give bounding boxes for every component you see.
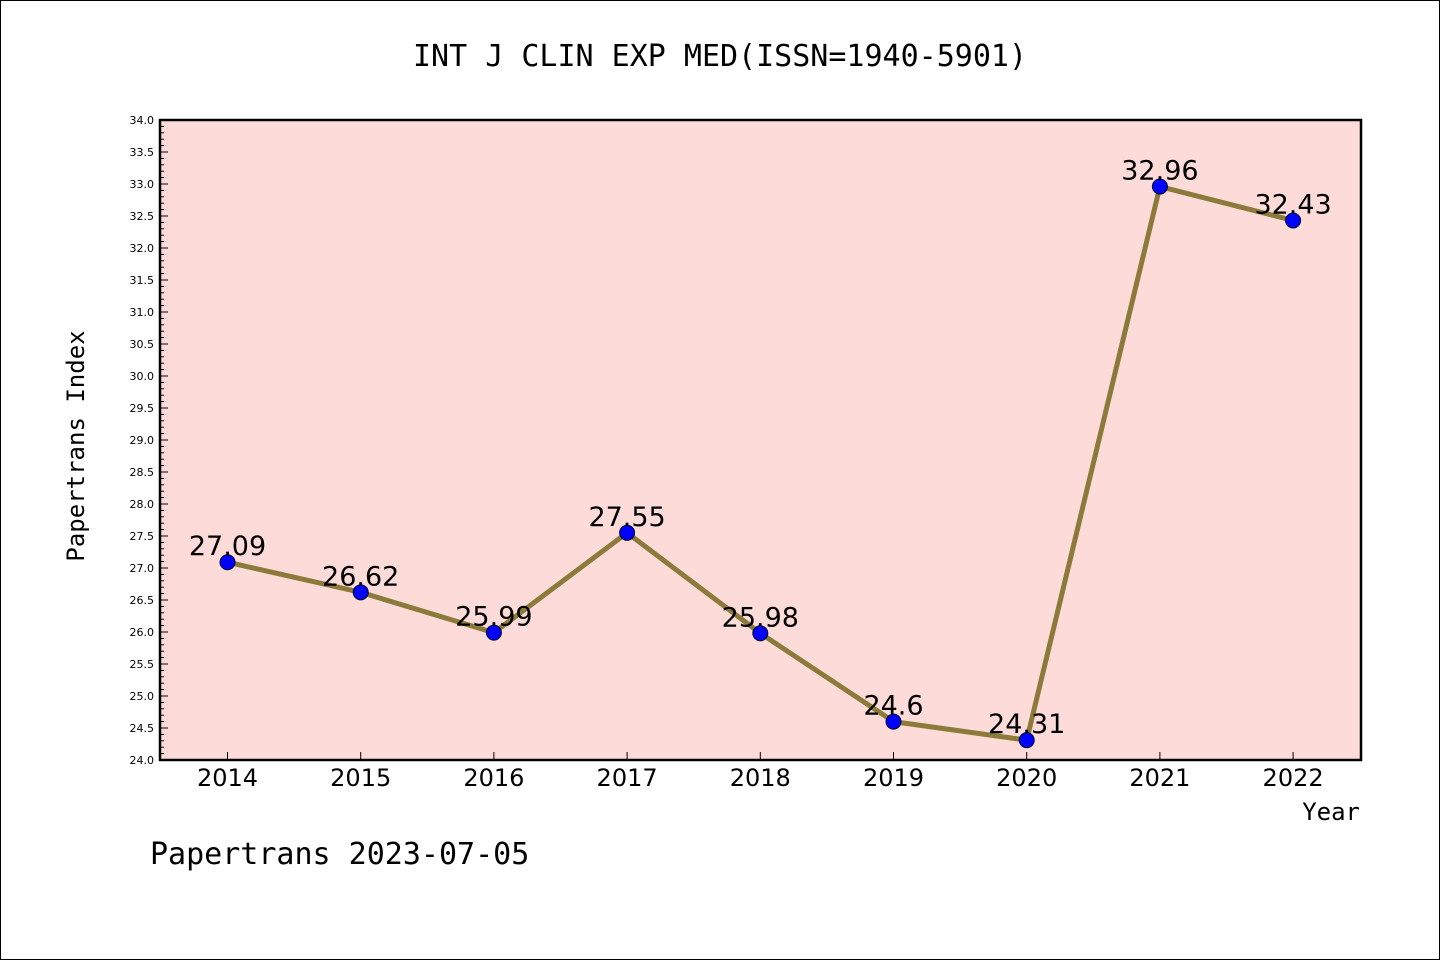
series-markers	[219, 178, 1302, 749]
y-tick-label: 30.0	[130, 370, 155, 383]
x-tick-label: 2022	[1263, 764, 1324, 792]
data-point	[1018, 732, 1035, 749]
data-point	[752, 625, 769, 642]
data-label: 27.09	[189, 531, 266, 562]
plot-area	[158, 118, 1363, 762]
y-tick-label: 24.5	[130, 722, 155, 735]
data-label: 26.62	[322, 561, 399, 592]
x-tick-label: 2016	[463, 764, 524, 792]
y-tick-label: 26.0	[130, 626, 155, 639]
y-tick-label: 30.5	[130, 338, 155, 351]
footer-date: Papertrans 2023-07-05	[150, 837, 529, 872]
data-label: 27.55	[588, 502, 665, 533]
data-point	[1151, 178, 1168, 195]
data-point	[219, 554, 236, 571]
data-label: 32.96	[1121, 156, 1198, 187]
y-tick-label: 27.5	[130, 530, 155, 543]
y-tick-label: 32.0	[130, 242, 155, 255]
x-tick-label: 2014	[197, 764, 258, 792]
y-tick-label: 33.5	[130, 146, 155, 159]
y-tick-label: 31.5	[130, 274, 155, 287]
data-label: 24.31	[988, 709, 1065, 740]
y-tick-label: 32.5	[130, 210, 155, 223]
x-tick-label: 2018	[730, 764, 791, 792]
data-point	[352, 584, 369, 601]
data-point	[485, 624, 502, 641]
data-label: 25.99	[455, 602, 532, 633]
data-label: 25.98	[722, 602, 799, 633]
data-point	[1285, 212, 1302, 229]
x-axis-label: Year	[1302, 798, 1360, 826]
data-label: 32.43	[1254, 189, 1331, 220]
data-labels: 27.09 26.62 25.99 27.55 25.98 24.6 24.31 32.96 3…	[189, 156, 1332, 741]
x-tick-label: 2020	[996, 764, 1057, 792]
x-tick-label: 2021	[1129, 764, 1190, 792]
data-point	[619, 524, 636, 541]
y-axis-label: Papertrans Index	[62, 330, 90, 561]
x-tick-label: 2017	[597, 764, 658, 792]
chart-title: INT J CLIN EXP MED(ISSN=1940-5901)	[413, 39, 1027, 74]
data-point	[885, 713, 902, 730]
y-tick-label: 25.0	[130, 690, 155, 703]
x-tick-label: 2015	[330, 764, 391, 792]
y-tick-label: 27.0	[130, 562, 155, 575]
y-axis: 24.0 24.5 25.0 25.5 26.0 26.5 27.0 27.5 28.0 28.5…	[130, 114, 168, 767]
y-tick-label: 24.0	[130, 754, 155, 767]
y-tick-label: 29.5	[130, 402, 155, 415]
y-tick-label: 31.0	[130, 306, 155, 319]
y-tick-label: 25.5	[130, 658, 155, 671]
y-tick-label: 34.0	[130, 114, 155, 127]
x-tick-label: 2019	[863, 764, 924, 792]
y-tick-label: 28.5	[130, 466, 155, 479]
y-tick-label: 33.0	[130, 178, 155, 191]
y-tick-label: 26.5	[130, 594, 155, 607]
data-label: 24.6	[863, 691, 923, 722]
x-axis: 2014 2015 2016 2017 2018 2019 2020 2021 2022	[197, 752, 1324, 792]
y-tick-label: 28.0	[130, 498, 155, 511]
y-tick-label: 29.0	[130, 434, 155, 447]
